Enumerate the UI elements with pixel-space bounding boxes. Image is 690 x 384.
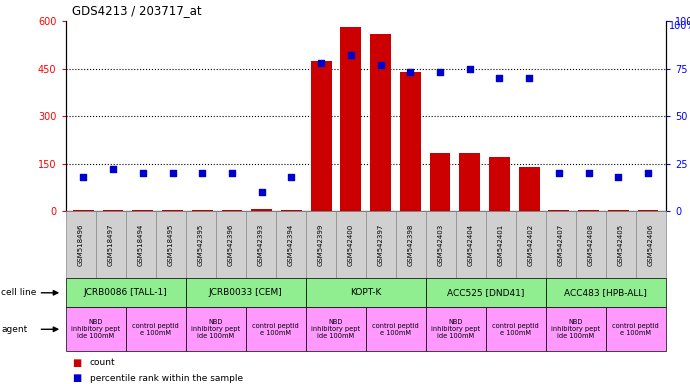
Text: GSM542405: GSM542405 (618, 224, 624, 266)
Text: GSM518494: GSM518494 (137, 223, 144, 266)
Bar (608, 210, 629, 211)
Point (375, 62, 386, 68)
Text: ■: ■ (72, 373, 81, 383)
Text: GSM542399: GSM542399 (317, 223, 324, 266)
Point (286, 174, 297, 180)
Text: GSM542408: GSM542408 (588, 223, 594, 266)
Text: NBD
inhibitory pept
ide 100mM: NBD inhibitory pept ide 100mM (431, 319, 480, 339)
Point (137, 170, 148, 176)
Bar (460, 152, 480, 211)
Point (494, 75, 505, 81)
Text: GSM518495: GSM518495 (168, 223, 174, 266)
Bar (310, 61, 331, 211)
Text: NBD
inhibitory pept
ide 100mM: NBD inhibitory pept ide 100mM (191, 319, 240, 339)
Text: agent: agent (1, 325, 28, 334)
Text: NBD
inhibitory pept
ide 100mM: NBD inhibitory pept ide 100mM (551, 319, 600, 339)
Text: GSM542398: GSM542398 (408, 223, 414, 266)
Text: GSM542407: GSM542407 (558, 223, 564, 266)
Text: ■: ■ (72, 358, 81, 368)
Text: JCRB0033 [CEM]: JCRB0033 [CEM] (209, 288, 282, 297)
Bar (370, 34, 391, 211)
Point (78, 174, 89, 180)
Bar (340, 28, 362, 211)
Bar (132, 210, 153, 211)
Point (464, 66, 475, 72)
Text: 100%: 100% (669, 21, 690, 31)
Bar (103, 210, 124, 211)
Bar (430, 152, 451, 211)
Point (524, 75, 535, 81)
Text: GSM542403: GSM542403 (437, 223, 444, 266)
Point (435, 70, 446, 76)
Point (197, 170, 208, 176)
Text: control peptid
e 100mM: control peptid e 100mM (132, 323, 179, 336)
Bar (162, 210, 183, 211)
Text: ACC525 [DND41]: ACC525 [DND41] (447, 288, 524, 297)
Point (256, 189, 267, 195)
Text: count: count (90, 358, 115, 367)
Text: cell line: cell line (1, 288, 37, 297)
Text: GSM542400: GSM542400 (348, 223, 354, 266)
Text: control peptid
e 100mM: control peptid e 100mM (493, 323, 539, 336)
Point (167, 170, 178, 176)
Point (315, 60, 326, 66)
Text: NBD
inhibitory pept
ide 100mM: NBD inhibitory pept ide 100mM (311, 319, 360, 339)
Text: GSM542396: GSM542396 (228, 223, 234, 266)
Point (583, 170, 594, 176)
Text: percentile rank within the sample: percentile rank within the sample (90, 374, 243, 383)
Text: GDS4213 / 203717_at: GDS4213 / 203717_at (72, 4, 202, 17)
Bar (578, 210, 599, 211)
Bar (489, 157, 510, 211)
Text: GSM542395: GSM542395 (197, 223, 204, 266)
Text: GSM518497: GSM518497 (108, 223, 114, 266)
Bar (281, 210, 302, 211)
Bar (251, 209, 272, 211)
Text: control peptid
e 100mM: control peptid e 100mM (253, 323, 299, 336)
Text: ACC483 [HPB-ALL]: ACC483 [HPB-ALL] (564, 288, 647, 297)
Text: JCRB0086 [TALL-1]: JCRB0086 [TALL-1] (83, 288, 168, 297)
Text: GSM542402: GSM542402 (528, 224, 534, 266)
Text: GSM542394: GSM542394 (288, 223, 294, 266)
Point (345, 52, 356, 58)
Text: GSM542401: GSM542401 (497, 223, 504, 266)
Point (553, 170, 564, 176)
Point (642, 170, 653, 176)
Bar (73, 210, 94, 211)
Text: GSM542404: GSM542404 (468, 224, 474, 266)
Point (108, 166, 119, 172)
Text: NBD
inhibitory pept
ide 100mM: NBD inhibitory pept ide 100mM (71, 319, 120, 339)
Bar (192, 210, 213, 211)
Text: GSM542397: GSM542397 (377, 223, 384, 266)
Text: GSM542406: GSM542406 (648, 223, 654, 266)
Point (613, 174, 624, 180)
Point (405, 70, 416, 76)
Text: control peptid
e 100mM: control peptid e 100mM (373, 323, 419, 336)
Bar (221, 210, 242, 211)
Text: KOPT-K: KOPT-K (350, 288, 382, 297)
Bar (549, 210, 569, 211)
Bar (400, 72, 421, 211)
Bar (638, 210, 658, 211)
Text: GSM542393: GSM542393 (257, 223, 264, 266)
Bar (519, 167, 540, 211)
Point (226, 170, 237, 176)
Text: GSM518496: GSM518496 (77, 223, 83, 266)
Text: control peptid
e 100mM: control peptid e 100mM (613, 323, 659, 336)
